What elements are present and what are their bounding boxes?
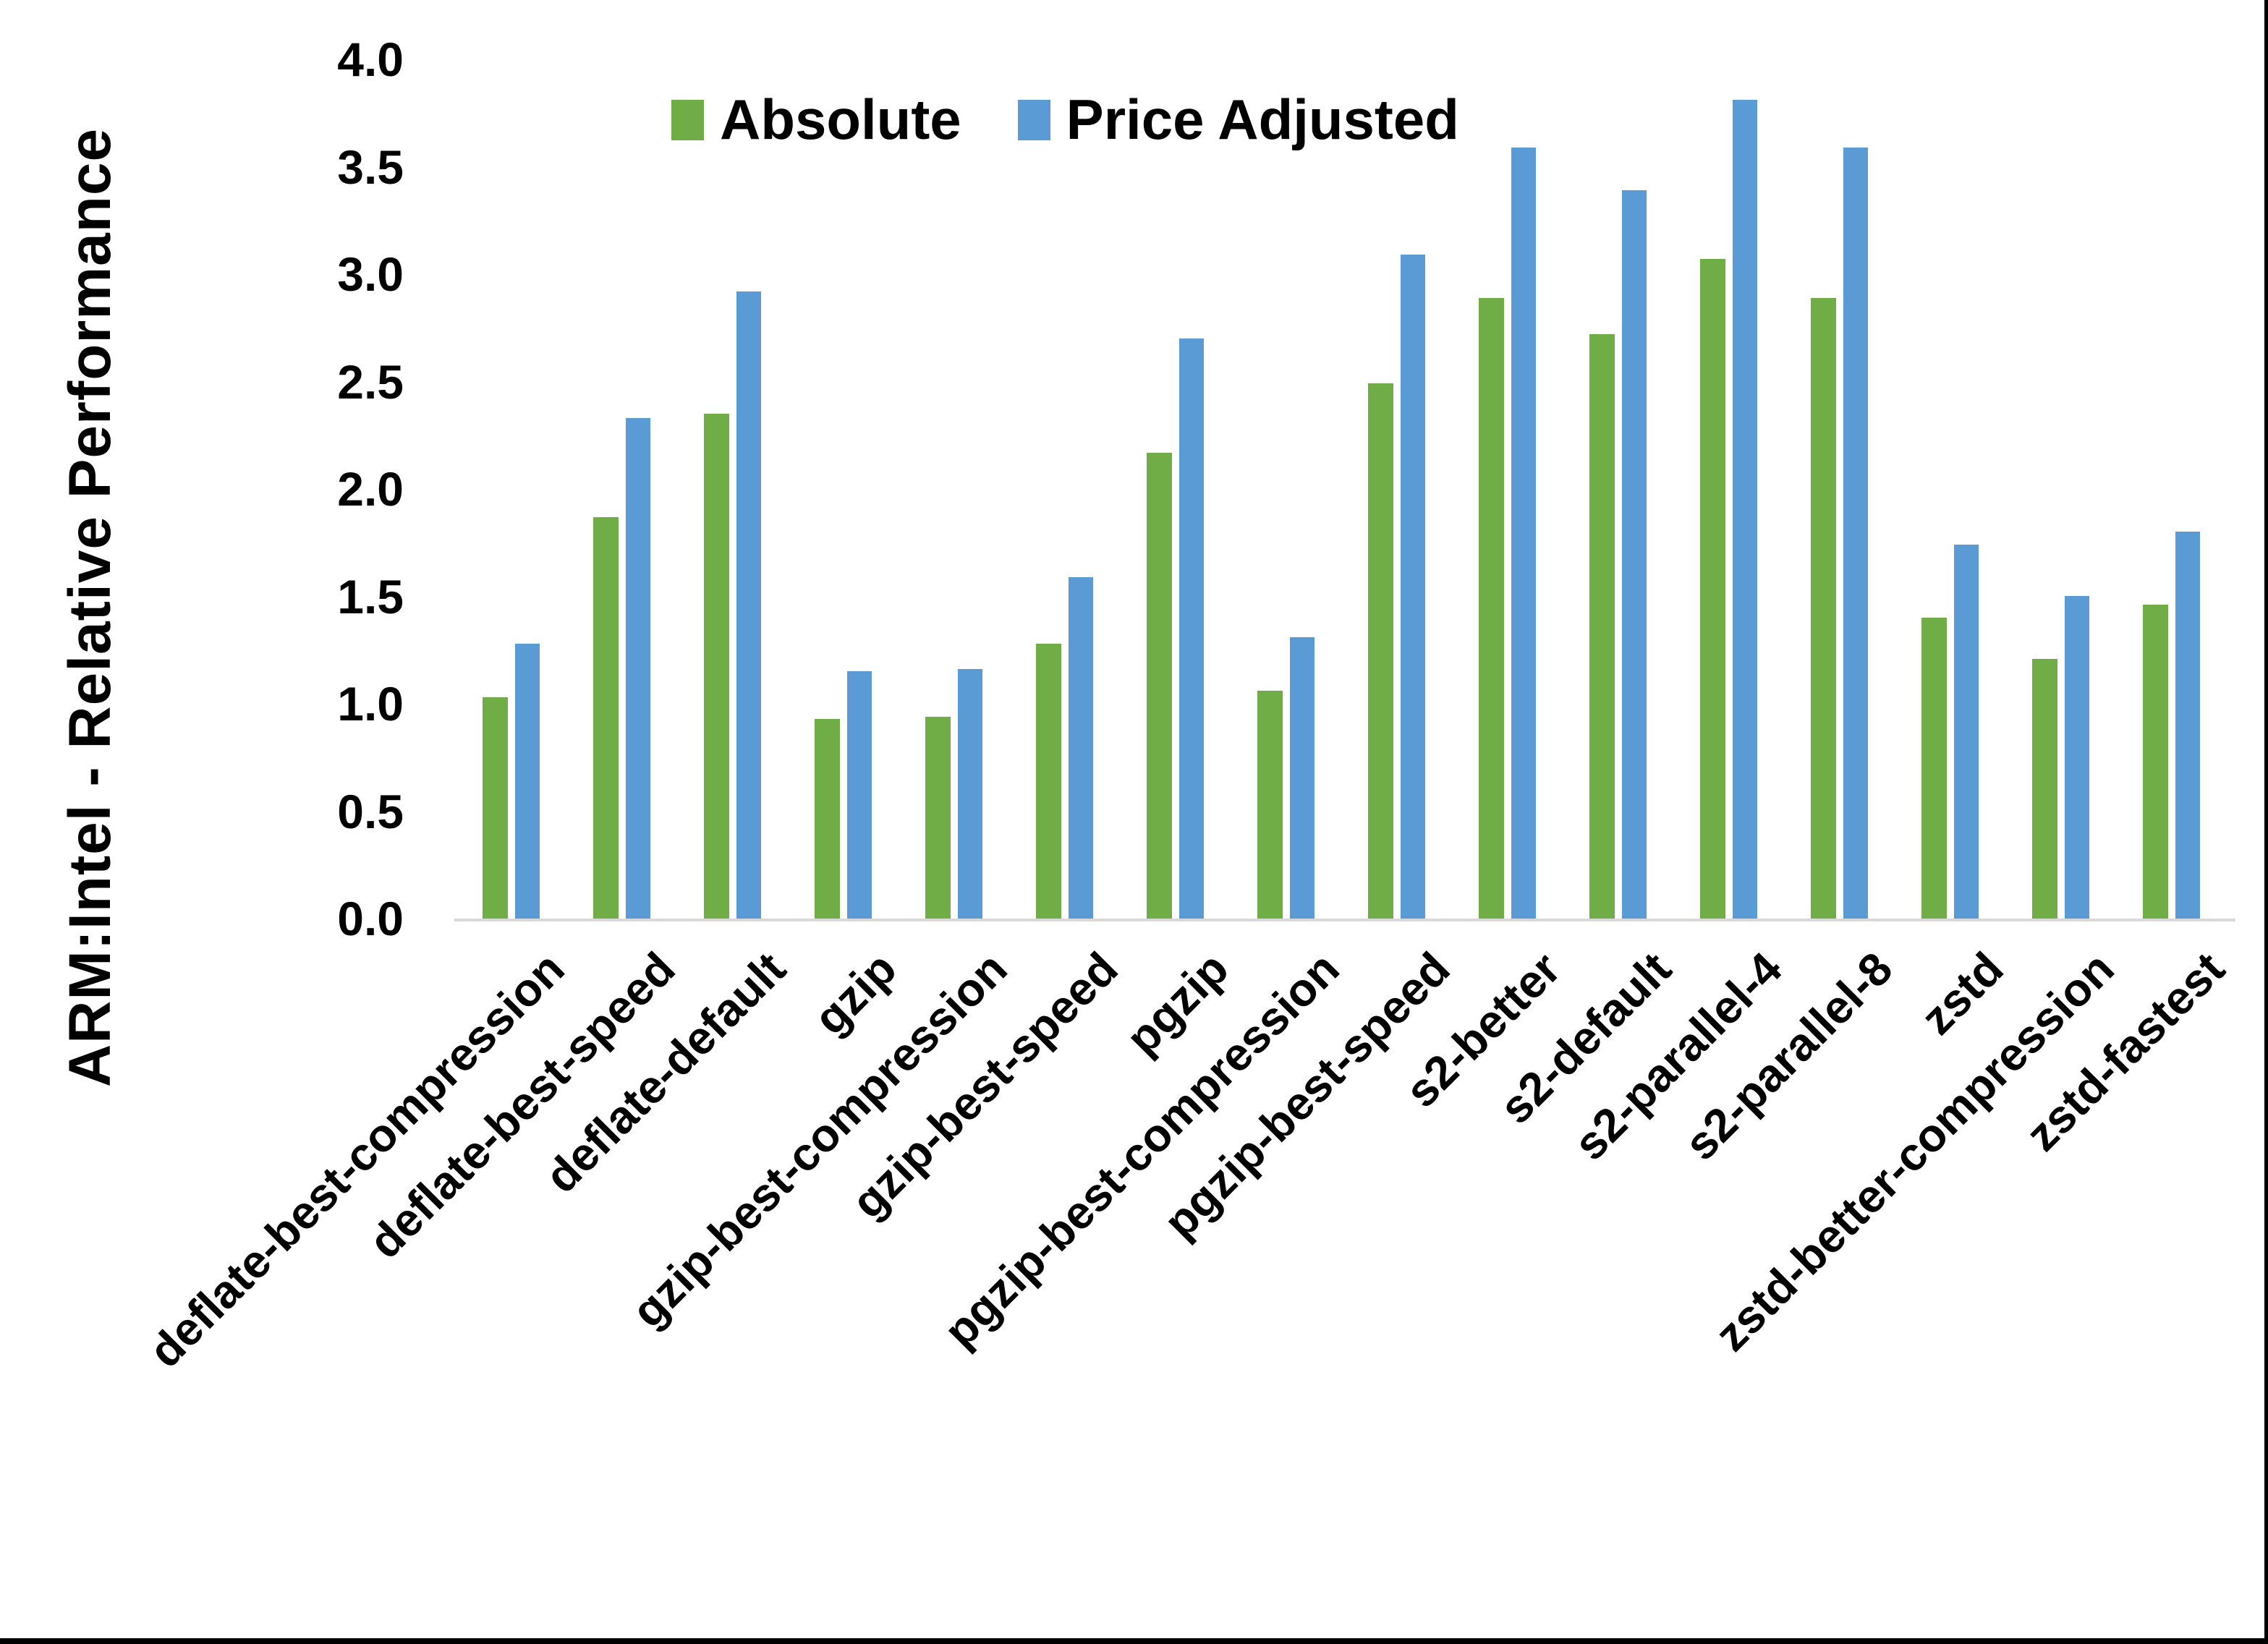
bar-price-adjusted	[1401, 255, 1425, 919]
bar-absolute	[1368, 383, 1393, 919]
legend-label-absolute: Absolute	[720, 88, 961, 151]
bar-absolute	[925, 717, 951, 919]
frame-border-bottom	[0, 1638, 2268, 1644]
bar-absolute	[704, 414, 729, 919]
bar-price-adjusted	[958, 669, 982, 919]
bar-price-adjusted	[736, 291, 761, 919]
y-tick-label: 1.0	[337, 677, 404, 731]
bar-absolute	[1921, 618, 1947, 919]
y-tick-label: 3.0	[337, 247, 404, 301]
bar-price-adjusted	[1843, 148, 1868, 919]
y-tick-label: 2.0	[337, 462, 404, 516]
bar-price-adjusted	[1290, 637, 1314, 919]
bar-price-adjusted	[1622, 190, 1647, 919]
bar-price-adjusted	[1179, 338, 1204, 919]
legend-swatch-price-adjusted-icon	[1017, 99, 1050, 140]
bar-absolute	[1147, 453, 1172, 919]
legend: Absolute Price Adjusted	[671, 87, 1459, 153]
y-tick-label: 0.5	[337, 784, 404, 838]
y-tick-label: 0.0	[337, 892, 404, 945]
bar-price-adjusted	[2175, 532, 2200, 919]
bar-absolute	[1700, 259, 1725, 919]
y-tick-label: 4.0	[337, 33, 404, 86]
bar-absolute	[2143, 605, 2168, 919]
bar-absolute	[1811, 298, 1836, 919]
bar-absolute	[1589, 334, 1615, 919]
bar-price-adjusted	[626, 418, 650, 919]
y-tick-label: 1.5	[337, 569, 404, 623]
bar-price-adjusted	[1511, 148, 1536, 919]
legend-label-price-adjusted: Price Adjusted	[1066, 88, 1459, 151]
bar-absolute	[1257, 691, 1283, 919]
legend-item-absolute: Absolute	[671, 87, 961, 153]
bar-price-adjusted	[1733, 100, 1757, 919]
bar-absolute	[1036, 644, 1061, 919]
y-tick-label: 2.5	[337, 354, 404, 409]
bar-price-adjusted	[2065, 596, 2089, 919]
bar-absolute	[1479, 298, 1504, 919]
bar-price-adjusted	[515, 644, 540, 919]
legend-swatch-absolute-icon	[671, 99, 704, 140]
legend-item-price-adjusted: Price Adjusted	[1017, 87, 1459, 153]
bar-price-adjusted	[1069, 577, 1093, 919]
y-axis-title: ARM:Intel - Relative Performance	[57, 127, 123, 1088]
bar-absolute	[593, 517, 619, 919]
bar-absolute	[815, 719, 840, 919]
bar-price-adjusted	[847, 671, 872, 919]
bar-absolute	[483, 697, 508, 919]
bar-price-adjusted	[1954, 545, 1979, 919]
y-tick-label: 3.5	[337, 140, 404, 194]
x-axis-baseline	[454, 919, 2235, 921]
bar-absolute	[2032, 659, 2057, 919]
category-label: deflate-best-compression	[138, 942, 574, 1378]
frame-border-right	[2264, 0, 2268, 1644]
